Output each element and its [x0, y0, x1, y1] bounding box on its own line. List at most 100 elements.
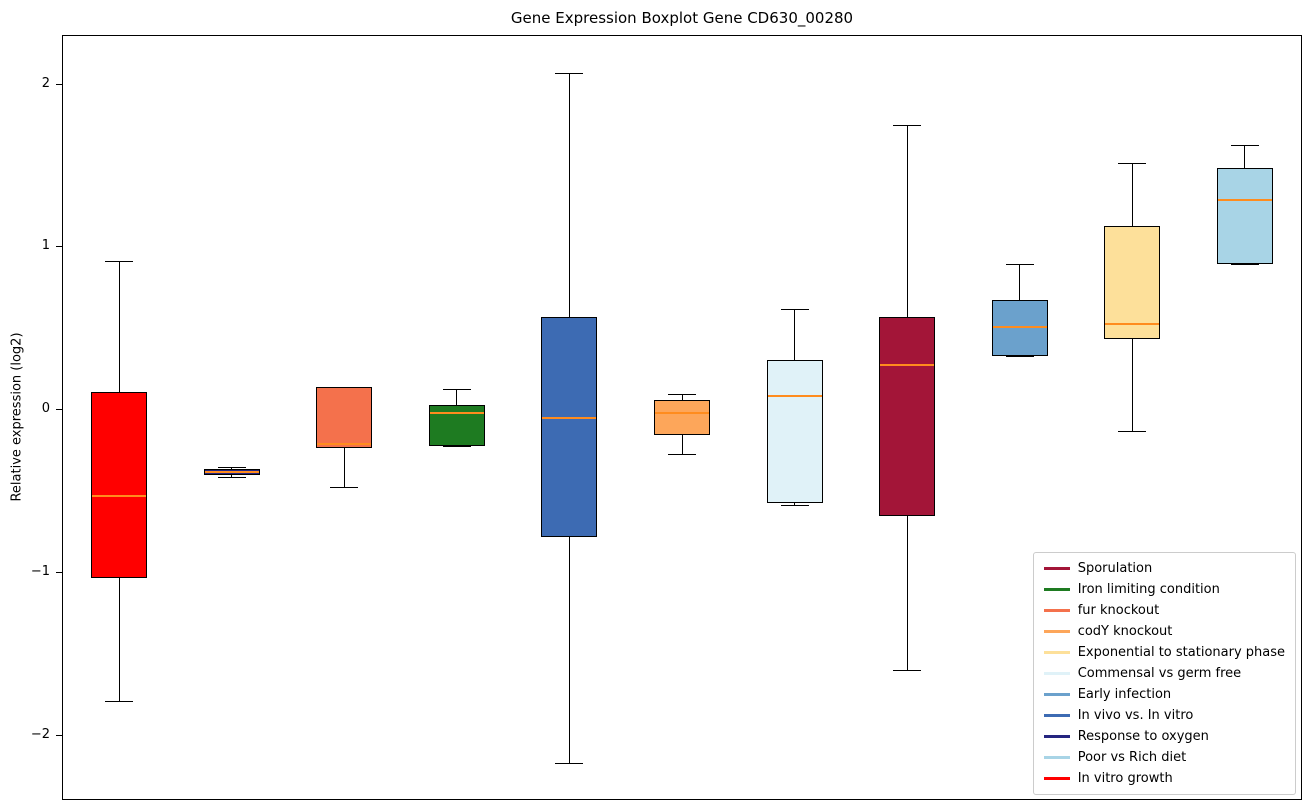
legend-label: codY knockout — [1077, 624, 1173, 639]
legend-item: Commensal vs germ free — [1043, 665, 1285, 682]
lower-whisker-line — [794, 502, 796, 505]
legend-label: Exponential to stationary phase — [1077, 645, 1285, 660]
upper-whisker-cap — [442, 389, 471, 391]
legend-item: Response to oxygen — [1043, 728, 1285, 745]
legend-color-swatch — [1043, 630, 1070, 633]
legend-color-swatch — [1043, 756, 1070, 759]
upper-whisker-cap — [217, 467, 246, 469]
lower-whisker-line — [343, 447, 345, 487]
upper-whisker-line — [456, 389, 458, 406]
median-line — [1105, 322, 1160, 325]
lower-whisker-cap — [217, 476, 246, 478]
median-line — [1217, 199, 1272, 202]
upper-whisker-line — [681, 393, 683, 401]
y-tick-label: 1 — [41, 238, 50, 254]
upper-whisker-cap — [105, 260, 134, 262]
upper-whisker-cap — [780, 309, 809, 311]
upper-whisker-line — [118, 260, 120, 393]
legend-color-swatch — [1043, 588, 1070, 591]
legend-color-swatch — [1043, 735, 1070, 738]
legend-item: Iron limiting condition — [1043, 581, 1285, 598]
y-tick-label: −2 — [30, 726, 50, 742]
median-line — [655, 412, 709, 415]
legend-label: Poor vs Rich diet — [1077, 750, 1187, 765]
upper-whisker-cap — [555, 73, 584, 75]
upper-whisker-line — [1244, 145, 1246, 168]
legend-label: Commensal vs germ free — [1077, 666, 1242, 681]
legend-color-swatch — [1043, 777, 1070, 780]
lower-whisker-line — [906, 515, 908, 671]
upper-whisker-cap — [1005, 263, 1034, 265]
box-rect — [428, 405, 485, 446]
legend-item: Early infection — [1043, 686, 1285, 703]
upper-whisker-line — [568, 73, 570, 318]
legend-label: In vivo vs. In vitro — [1077, 708, 1194, 723]
lower-whisker-cap — [1230, 263, 1259, 265]
box-rect — [654, 400, 710, 435]
legend-item: codY knockout — [1043, 623, 1285, 640]
box-rect — [316, 387, 373, 448]
median-line — [542, 417, 597, 420]
lower-whisker-cap — [330, 486, 359, 488]
lower-whisker-cap — [105, 701, 134, 703]
legend: Sporulation Iron limiting condition fur kn… — [1032, 552, 1296, 795]
legend-item: Poor vs Rich diet — [1043, 749, 1285, 766]
legend-item: Exponential to stationary phase — [1043, 644, 1285, 661]
box-rect — [766, 359, 823, 503]
legend-item: In vitro growth — [1043, 770, 1285, 787]
upper-whisker-line — [1019, 263, 1021, 300]
lower-whisker-cap — [1005, 356, 1034, 358]
upper-whisker-line — [906, 125, 908, 318]
y-tick-label: −1 — [30, 563, 50, 579]
y-tick-label: 2 — [41, 75, 50, 91]
lower-whisker-line — [118, 577, 120, 702]
legend-color-swatch — [1043, 714, 1070, 717]
legend-color-swatch — [1043, 672, 1070, 675]
upper-whisker-line — [794, 309, 796, 360]
box-rect — [91, 392, 148, 578]
median-line — [429, 412, 484, 415]
legend-label: Sporulation — [1077, 561, 1153, 576]
upper-whisker-cap — [1230, 145, 1259, 146]
legend-item: In vivo vs. In vitro — [1043, 707, 1285, 724]
median-line — [317, 443, 372, 446]
lower-whisker-cap — [780, 504, 809, 506]
legend-label: Response to oxygen — [1077, 729, 1209, 744]
upper-whisker-line — [1131, 162, 1133, 227]
lower-whisker-line — [1131, 338, 1133, 432]
median-line — [92, 495, 147, 498]
upper-whisker-cap — [1118, 162, 1147, 164]
lower-whisker-line — [568, 537, 570, 764]
lower-whisker-cap — [555, 763, 584, 765]
lower-whisker-line — [231, 475, 233, 477]
y-axis-label: Relative expression (log2) — [9, 332, 25, 502]
legend-label: Early infection — [1077, 687, 1172, 702]
legend-item: Sporulation — [1043, 560, 1285, 577]
legend-color-swatch — [1043, 693, 1070, 696]
box-rect — [879, 317, 936, 516]
legend-color-swatch — [1043, 567, 1070, 570]
chart-title: Gene Expression Boxplot Gene CD630_00280 — [510, 9, 854, 27]
median-line — [204, 471, 259, 473]
lower-whisker-cap — [668, 454, 696, 456]
upper-whisker-cap — [893, 125, 922, 127]
legend-color-swatch — [1043, 609, 1070, 612]
legend-color-swatch — [1043, 651, 1070, 654]
legend-label: In vitro growth — [1077, 771, 1173, 786]
upper-whisker-cap — [668, 393, 696, 395]
lower-whisker-cap — [442, 445, 471, 447]
median-line — [992, 326, 1047, 329]
median-line — [767, 394, 822, 397]
legend-item: fur knockout — [1043, 602, 1285, 619]
lower-whisker-cap — [893, 670, 922, 672]
box-rect — [1216, 167, 1273, 264]
plot-area — [62, 35, 1302, 800]
median-line — [880, 363, 935, 366]
lower-whisker-cap — [1118, 431, 1147, 433]
lower-whisker-line — [681, 434, 683, 455]
box-rect — [541, 317, 598, 538]
legend-label: Iron limiting condition — [1077, 582, 1220, 597]
legend-label: fur knockout — [1077, 603, 1160, 618]
box-rect — [1104, 226, 1161, 339]
